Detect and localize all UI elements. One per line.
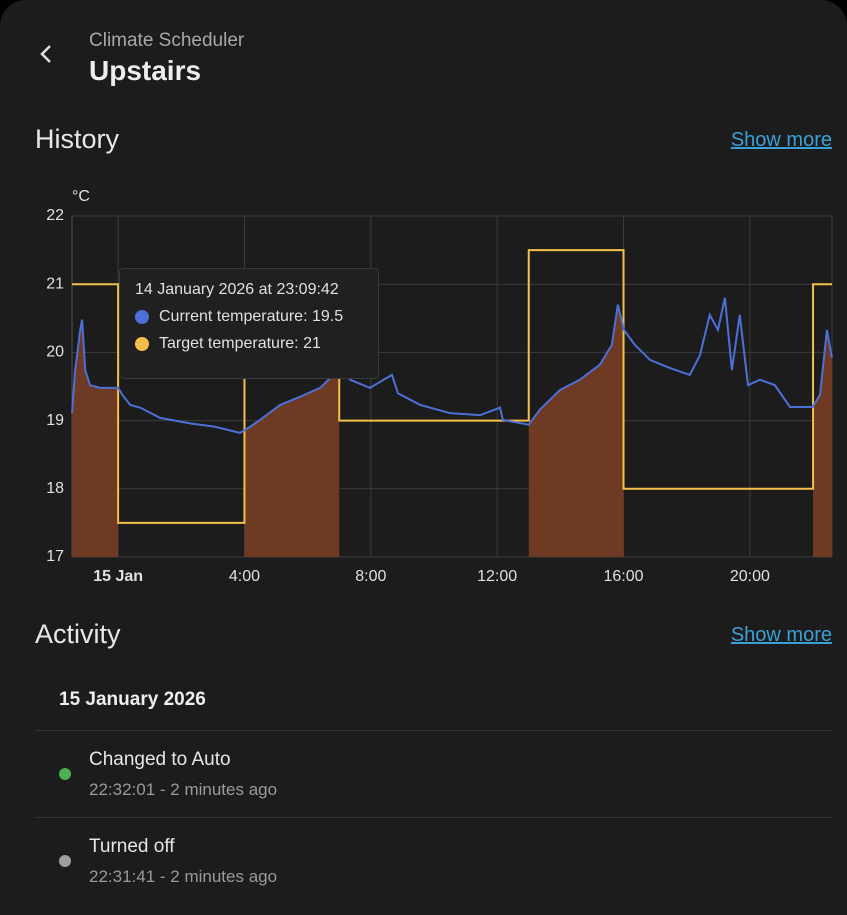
x-tick-label: 4:00 (229, 568, 260, 585)
section-title: Activity (35, 619, 121, 649)
y-tick-label: 22 (46, 207, 64, 224)
series-line (72, 249, 832, 524)
heating-area (244, 365, 340, 557)
separator (35, 730, 832, 731)
x-tick-label: 15 Jan (93, 568, 143, 585)
tooltip-line: Target temperature: 21 (159, 334, 321, 352)
tooltip-row: Target temperature: 21 (135, 330, 363, 357)
section-title: History (35, 124, 120, 154)
tooltip-title: 14 January 2026 at 23:09:42 (135, 281, 339, 298)
y-tick-label: 19 (46, 412, 64, 429)
entry-title: Changed to Auto (89, 749, 231, 770)
status-dot (59, 768, 71, 780)
x-tick-label: 12:00 (477, 568, 517, 585)
tooltip: 14 January 2026 at 23:09:42 Current temp… (119, 268, 379, 379)
x-tick-label: 20:00 (730, 568, 770, 585)
y-tick-label: 20 (46, 344, 64, 361)
heating-area (813, 329, 832, 557)
legend-dot (135, 309, 149, 324)
header-title: Upstairs (89, 55, 202, 86)
heating-area (528, 304, 624, 557)
status-dot (59, 855, 71, 867)
tooltip-line: Current temperature: 19.5 (159, 307, 344, 325)
entry-time: 22:32:01 - 2 minutes ago (89, 780, 278, 799)
entry-time: 22:31:41 - 2 minutes ago (89, 867, 278, 886)
x-tick-label: 16:00 (603, 568, 643, 585)
activity-date: 15 January 2026 (59, 689, 206, 710)
y-tick-label: 18 (46, 480, 64, 497)
legend-dot (135, 336, 149, 351)
header-subtitle: Climate Scheduler (89, 30, 245, 51)
y-unit: °C (72, 188, 90, 205)
heating-area (72, 319, 119, 557)
tooltip-row: Current temperature: 19.5 (135, 303, 363, 330)
y-tick-label: 17 (46, 548, 64, 565)
entry-title: Turned off (89, 836, 175, 857)
show-more-link[interactable]: Show more (730, 624, 832, 646)
chart: °C 17 18 19 20 21 22 15 Jan 4:00 8:00 12:00 16:00 20… (46, 188, 833, 585)
x-tick-label: 8:00 (355, 568, 386, 585)
back-button[interactable] (36, 44, 56, 64)
series-line (71, 297, 833, 434)
separator (35, 817, 832, 818)
show-more-link[interactable]: Show more (730, 129, 832, 151)
y-tick-label: 21 (46, 275, 64, 292)
